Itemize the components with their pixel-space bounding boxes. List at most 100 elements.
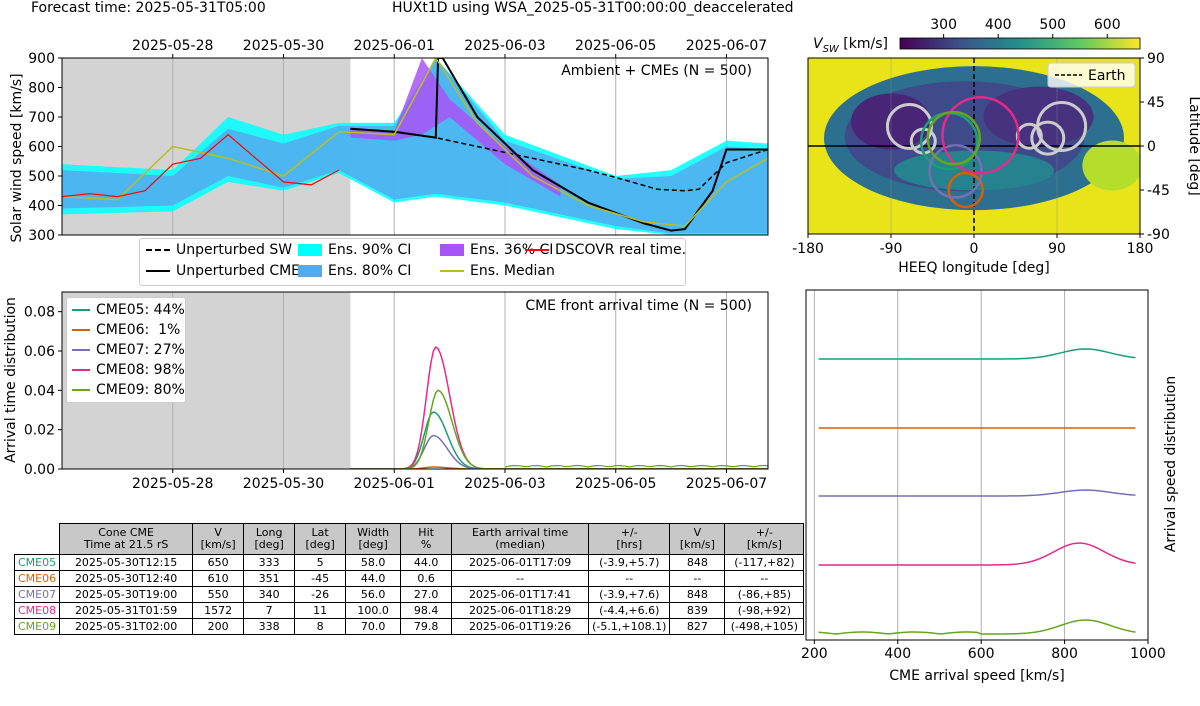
top-annotation: Ambient + CMEs (N = 500)	[561, 63, 752, 79]
table-cell: 610	[192, 570, 245, 587]
top-legend-item: DSCOVR real time.	[525, 242, 686, 258]
top-xtick-label: 2025-05-28	[132, 38, 213, 54]
table-cell: (-498,+105)	[724, 618, 805, 635]
table-cell: -45	[294, 570, 347, 587]
table-cell: (-86,+85)	[724, 586, 805, 603]
top-ytick-label: 300	[28, 228, 55, 244]
table-cell: 56.0	[345, 586, 402, 603]
table-header-text: [deg]	[254, 538, 284, 551]
cone-ring-cme06	[947, 171, 984, 209]
map-xtick-label: 90	[1048, 241, 1066, 257]
top-ytick-label: 500	[28, 169, 55, 185]
table-cell: --	[669, 570, 726, 587]
series-ens-median	[62, 58, 768, 227]
map-ylabel: Latitude [deg]	[1186, 96, 1200, 195]
table-header-cell: Cone CME Time at 21.5 rS	[59, 523, 194, 555]
legend-swatch	[72, 329, 90, 331]
map-ytick-label: 0	[1147, 139, 1156, 155]
colorbar	[899, 37, 1141, 50]
speed-xtick-label: 1000	[1130, 646, 1166, 662]
arr-ytick-label: 0.00	[24, 462, 55, 478]
cone-ring-cme07	[928, 144, 983, 199]
series-dscovr-real-time-	[62, 133, 340, 198]
map-xtick-label: 0	[970, 241, 979, 257]
top-ytick-label: 400	[28, 199, 55, 215]
speed-curve-cme07	[818, 489, 1136, 497]
arr-ytick-label: 0.06	[24, 344, 55, 360]
table-cell: 2025-05-31T01:59	[59, 602, 194, 619]
table-cell: -26	[294, 586, 347, 603]
top-legend-item: Ens. 36% CI	[440, 242, 553, 258]
legend-label: Unperturbed CME	[176, 263, 301, 279]
table-cell: 11	[294, 602, 347, 619]
table-cell: 27.0	[400, 586, 453, 603]
table-cell: 200	[192, 618, 245, 635]
speed-ylabel: Arrival speed distribution	[1163, 376, 1179, 552]
legend-label: Ens. 80% CI	[328, 263, 412, 279]
table-row: CME08 2025-05-31T01:59 1572 7 11 100.0 98.4 202…	[13, 602, 805, 619]
legend-swatch	[72, 349, 90, 351]
table-row: CME07 2025-05-30T19:00 550 340 -26 56.0 27.0 20…	[13, 586, 805, 603]
table-cell: 8	[294, 618, 347, 635]
legend-label: DSCOVR real time.	[555, 242, 687, 258]
legend-label: CME05: 44%	[96, 302, 185, 318]
top-xtick-label: 2025-06-05	[575, 38, 656, 54]
table-cell: (-117,+82)	[724, 554, 805, 571]
table-header-text: Hit	[418, 526, 434, 539]
legend-swatch	[146, 249, 170, 251]
map-legend-label: Earth	[1088, 68, 1126, 84]
table-header-text: Long	[255, 526, 283, 539]
cme-table: Cone CME Time at 21.5 rS V [km/s] Long [deg] L…	[13, 523, 805, 635]
arr-ytick-label: 0.02	[24, 423, 55, 439]
map-ytick-label: 90	[1147, 51, 1165, 67]
ambient-cone-ring	[1030, 120, 1066, 156]
table-header-text: V	[693, 526, 702, 539]
table-header-cell: V [km/s]	[669, 523, 726, 555]
top-xtick-label: 2025-06-03	[464, 38, 545, 54]
speed-xtick-label: 400	[884, 646, 911, 662]
solar-wind-speed-chart: 2025-05-28 2025-05-30 2025-06-01 2025-06-03…	[9, 38, 769, 244]
legend-swatch	[72, 369, 90, 371]
table-cell: 70.0	[345, 618, 402, 635]
model-title: HUXt1D using WSA_2025-05-31T00:00:00_dea…	[392, 0, 794, 16]
table-cell: 338	[243, 618, 296, 635]
table-cell: 2025-06-01T17:41	[451, 586, 590, 603]
fast-wind-region	[1082, 140, 1140, 191]
arrival-legend-item: CME06: 1%	[67, 320, 185, 340]
table-corner	[14, 523, 60, 555]
legend-label: CME06: 1%	[96, 322, 181, 338]
table-cell: 2025-05-30T19:00	[59, 586, 194, 603]
top-legend-item: Unperturbed CME	[146, 263, 300, 279]
band-ens-36-ci	[350, 58, 561, 197]
table-header-cell: Hit%	[400, 523, 453, 555]
legend-swatch	[72, 389, 90, 391]
table-cell: 827	[669, 618, 726, 635]
top-ylabel: Solar wind speed [km/s]	[9, 73, 25, 242]
table-cell: 2025-05-31T02:00	[59, 618, 194, 635]
table-row: CME09 2025-05-31T02:00 200 338 8 70.0 79.8 2025…	[13, 618, 805, 635]
table-header-cell: +/- [hrs]	[588, 523, 671, 555]
top-ytick-label: 700	[28, 110, 55, 126]
table-header-cell: Earth arrival time (median)	[451, 523, 590, 555]
speed-curve-cme05	[818, 348, 1136, 360]
top-ytick-label: 900	[28, 51, 55, 67]
table-cell: 79.8	[400, 618, 453, 635]
map-ytick-label: 45	[1147, 95, 1165, 111]
table-header-text: Cone CME	[98, 526, 155, 539]
legend-swatch	[146, 270, 170, 272]
speed-curve-cme09	[818, 619, 1136, 635]
top-xtick-label: 2025-05-30	[243, 38, 324, 54]
colorbar-label: VSW [km/s]	[813, 36, 888, 55]
arrival-curve-cme09	[350, 389, 768, 469]
arr-xtick-label: 2025-06-07	[686, 476, 767, 492]
arrival-speed-chart: 200 400 600 800 1000 CME arrival speed [km/s…	[801, 289, 1179, 684]
velocity-map-chart: 300 400 500 600 -180 -90 0 90 180 90 45 0 -45 -90 Ea…	[792, 17, 1200, 276]
cone-ring-cme08	[941, 95, 1020, 175]
table-cell: 848	[669, 586, 726, 603]
table-header-text: [hrs]	[616, 538, 643, 551]
table-header-text: Lat	[311, 526, 329, 539]
arrival-tail-cme09	[504, 464, 768, 468]
cme-table-wrap: Cone CME Time at 21.5 rS V [km/s] Long [deg] L…	[13, 523, 805, 635]
table-cell: 848	[669, 554, 726, 571]
table-cell: 2025-06-01T17:09	[451, 554, 590, 571]
